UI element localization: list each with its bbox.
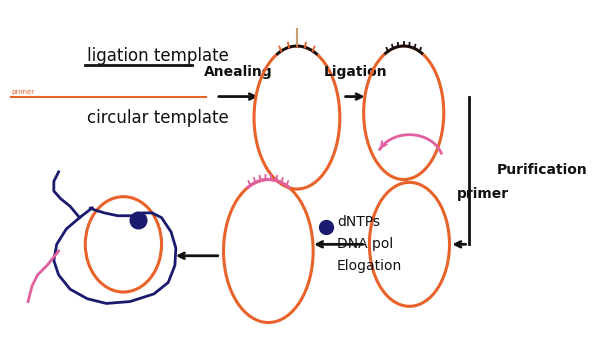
Text: ligation template: ligation template bbox=[87, 46, 229, 64]
Text: dNTPs: dNTPs bbox=[337, 215, 380, 230]
Text: Anealing: Anealing bbox=[204, 65, 272, 79]
Text: primer: primer bbox=[11, 89, 34, 95]
Text: Purification: Purification bbox=[497, 163, 588, 177]
Text: Ligation: Ligation bbox=[323, 65, 387, 79]
Text: primer: primer bbox=[457, 187, 509, 201]
Text: DNA pol: DNA pol bbox=[337, 237, 393, 251]
Text: Elogation: Elogation bbox=[337, 259, 402, 273]
Text: circular template: circular template bbox=[87, 108, 229, 126]
